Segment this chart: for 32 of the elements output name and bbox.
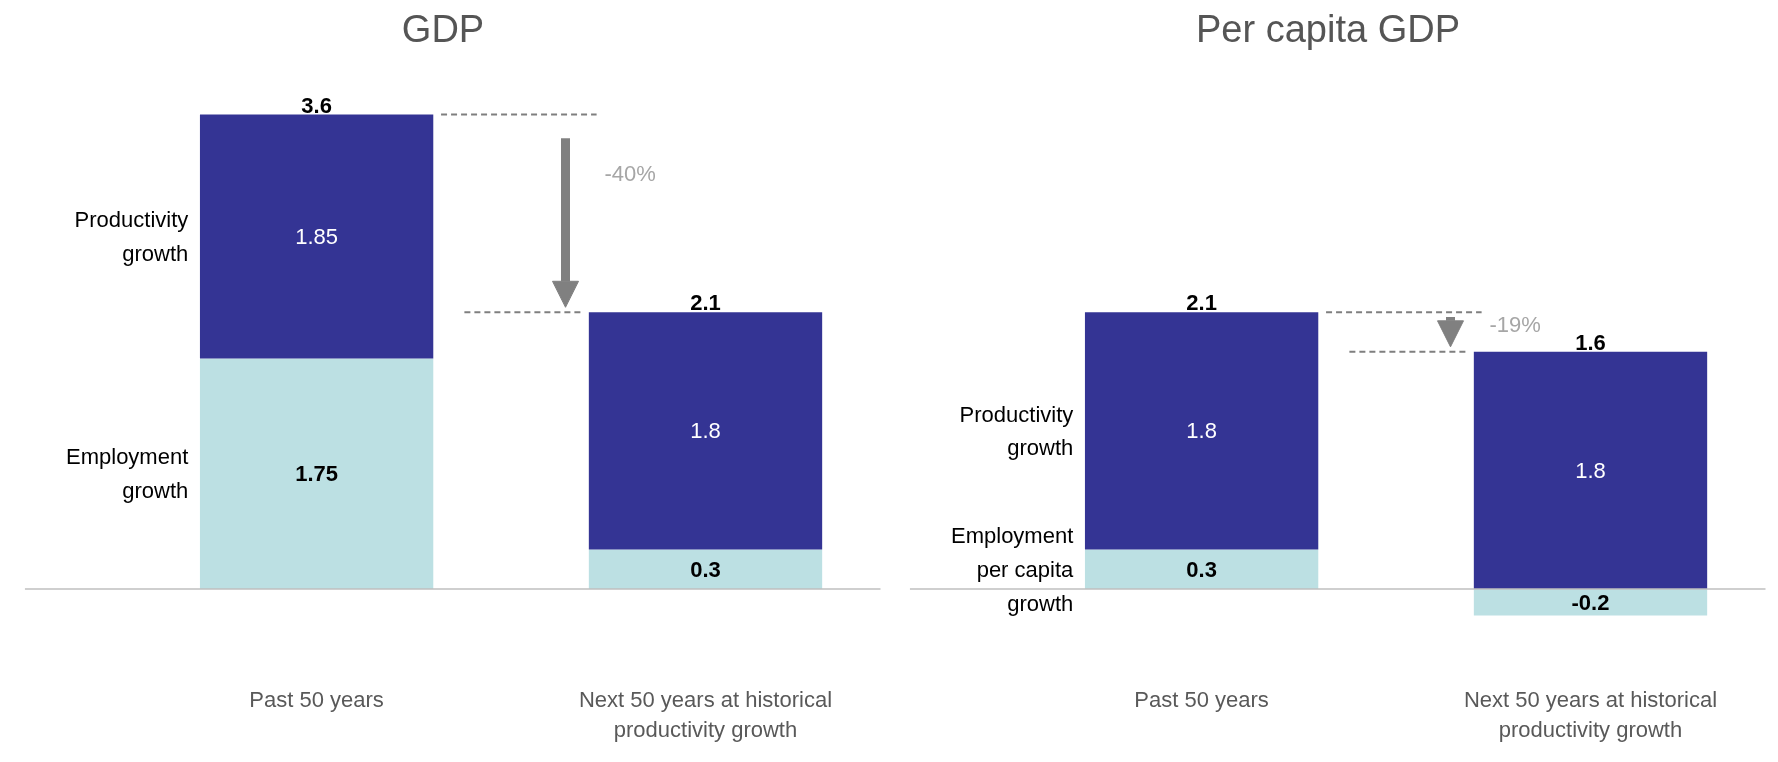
annotation: -40%	[604, 161, 656, 187]
data-label: 1.8	[690, 418, 721, 444]
data-label: 1.8	[1186, 418, 1217, 444]
chart-title: Per capita GDP	[1196, 7, 1460, 50]
data-label: 1.85	[295, 224, 339, 249]
chart-title: GDP	[401, 7, 485, 50]
x-tick-label: Past 50 years	[249, 686, 384, 712]
series-label: Employment per capita growth	[951, 523, 1075, 616]
bar	[199, 358, 434, 590]
bar	[1084, 312, 1319, 550]
data-label: 0.3	[1186, 556, 1217, 582]
series-label: Productivity growth	[959, 401, 1074, 461]
data-label: -0.2	[1571, 589, 1610, 615]
bar	[1473, 351, 1708, 590]
x-tick-label: Next 50 years at historical productivity growth	[578, 686, 833, 742]
bar	[588, 549, 823, 590]
data-label: 0.3	[690, 556, 721, 582]
x-tick-label: Past 50 years	[1134, 686, 1269, 712]
total-label: 1.6	[1575, 329, 1606, 355]
annotation: -19%	[1489, 311, 1541, 337]
total-label: 2.1	[1186, 290, 1217, 316]
bar	[1084, 549, 1319, 590]
bar	[199, 114, 434, 359]
bar	[1473, 589, 1708, 616]
total-label: 2.1	[690, 290, 721, 316]
total-label: 3.6	[301, 92, 332, 118]
data-label: 1.75	[295, 461, 339, 487]
series-label: Employment growth	[66, 444, 189, 504]
series-label: Productivity growth	[74, 207, 189, 266]
bar	[588, 312, 823, 550]
x-tick-label: Next 50 years at historical productivity growth	[1463, 686, 1718, 742]
data-label: 1.8	[1575, 457, 1606, 483]
